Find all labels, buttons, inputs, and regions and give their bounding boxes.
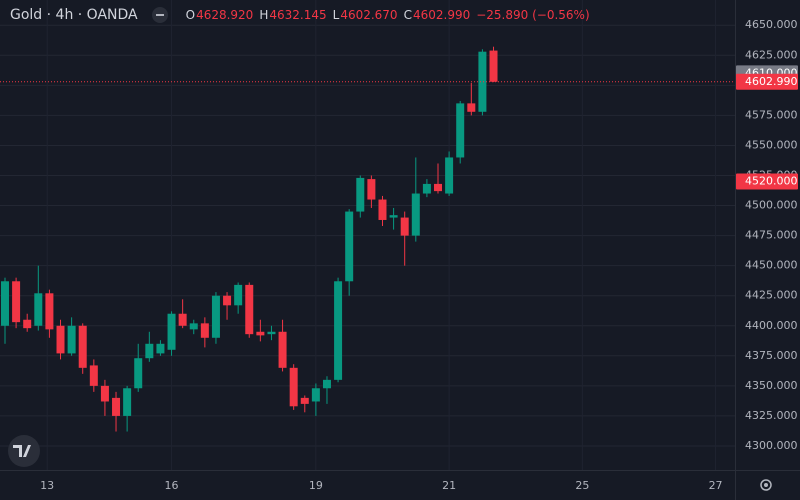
y-tick-label: 4375.000 <box>745 349 798 362</box>
ohlc-value: 4602.990 <box>412 8 471 22</box>
ohlc-values: O4628.920 H4632.145 L4602.670 C4602.990 <box>186 8 477 22</box>
ohlc-key: H <box>259 8 269 22</box>
candle-body <box>278 331 287 368</box>
candle-body <box>223 295 232 306</box>
candle-body <box>45 293 54 330</box>
y-tick-label: 4575.000 <box>745 108 798 121</box>
candles <box>0 46 735 432</box>
candle-body <box>411 193 420 236</box>
candle-body <box>356 177 365 212</box>
y-tick-label: 4475.000 <box>745 229 798 242</box>
y-tick-label: 4450.000 <box>745 259 798 272</box>
candle-body <box>245 284 254 335</box>
candle-body <box>445 157 454 194</box>
candle-body <box>211 295 220 338</box>
candle-body <box>434 183 442 192</box>
candle-body <box>467 103 476 112</box>
legend-header: Gold · 4h · OANDA O4628.920 H4632.145 L460… <box>10 7 590 23</box>
price-marker-label: 4520.000 <box>745 175 798 188</box>
visibility-toggle[interactable] <box>151 7 168 23</box>
price-marker <box>736 73 798 90</box>
candle-body <box>478 51 487 112</box>
change: −25.890 (−0.56%) <box>476 8 590 22</box>
y-tick-label: 4625.000 <box>745 48 798 61</box>
candle-body <box>322 379 331 389</box>
ohlc-key: C <box>403 8 412 22</box>
candle-body <box>267 331 276 335</box>
candle-body <box>12 281 21 323</box>
candle-body <box>200 323 209 338</box>
y-tick-label: 4400.000 <box>745 319 798 332</box>
y-tick-label: 4425.000 <box>745 289 798 302</box>
candle-body <box>67 325 76 354</box>
candle-body <box>167 313 176 350</box>
grid <box>0 0 735 470</box>
x-tick-label: 19 <box>309 479 323 492</box>
candle-body <box>0 281 9 326</box>
candle-body <box>311 388 320 402</box>
candle-body <box>389 215 398 218</box>
candle-body <box>145 343 154 359</box>
x-tick-label: 16 <box>165 479 179 492</box>
y-tick-label: 4325.000 <box>745 409 798 422</box>
price-marker-label: 4602.990 <box>745 75 798 88</box>
candle-body <box>56 325 65 354</box>
ohlc-key: O <box>185 8 196 22</box>
settings-icon[interactable] <box>760 479 772 491</box>
candle-body <box>334 281 343 380</box>
candle-body <box>89 365 98 386</box>
candle-body <box>345 211 354 282</box>
candle-body <box>34 293 43 326</box>
tv-logo <box>8 435 40 467</box>
candle-body <box>23 319 32 329</box>
y-tick-label: 4550.000 <box>745 138 798 151</box>
candle-body <box>422 183 431 194</box>
symbol: Gold · 4h · OANDA <box>10 7 138 23</box>
candle-body <box>134 358 143 389</box>
ohlc-key: L <box>332 8 340 22</box>
y-tick-label: 4650.000 <box>745 18 798 31</box>
price-marker <box>736 173 798 190</box>
candle-body <box>367 179 376 200</box>
candle-body <box>112 397 121 416</box>
candle-body <box>489 50 498 82</box>
candle-body <box>100 385 109 402</box>
y-tick-label: 4500.000 <box>745 199 798 212</box>
x-tick-label: 25 <box>575 479 589 492</box>
candle-body <box>189 323 198 330</box>
candle-body <box>178 313 187 326</box>
x-tick-label: 27 <box>709 479 723 492</box>
candle-body <box>156 343 165 354</box>
ohlc-value: 4628.920 <box>196 8 254 22</box>
candle-body <box>289 367 298 407</box>
candle-body <box>300 397 309 404</box>
x-tick-label: 21 <box>442 479 456 492</box>
x-tick-label: 13 <box>40 479 54 492</box>
candle-body <box>456 103 465 158</box>
candle-body <box>256 331 265 336</box>
candle-body <box>78 325 87 368</box>
ohlc-value: 4632.145 <box>269 8 327 22</box>
candle-body <box>234 284 243 306</box>
candle-body <box>378 199 387 220</box>
ohlc-value: 4602.670 <box>340 8 398 22</box>
y-tick-label: 4300.000 <box>745 439 798 452</box>
candle-body <box>123 388 132 416</box>
candle-body <box>400 217 409 236</box>
y-tick-label: 4350.000 <box>745 379 798 392</box>
